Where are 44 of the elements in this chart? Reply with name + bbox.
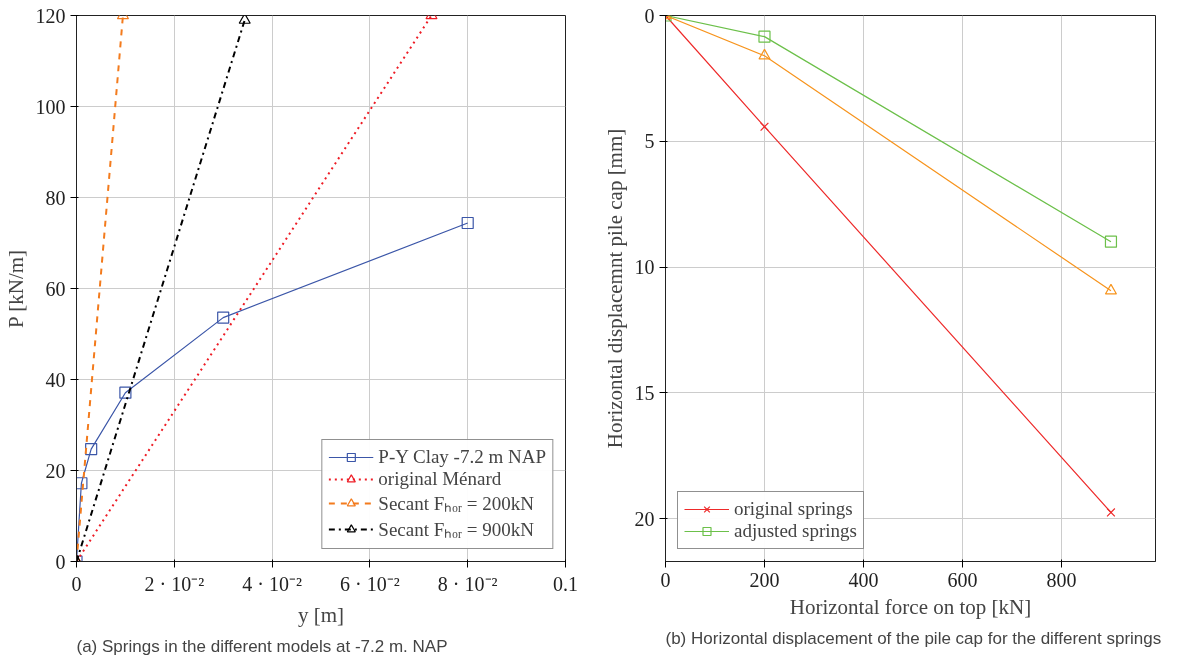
text: (b) Horizontal displacement of the pile cap for the different springs [665, 628, 1162, 648]
point [119, 386, 132, 399]
x-tick-label: 800 [1046, 568, 1077, 591]
x-tick-label: 0 [660, 568, 671, 591]
x-tick-label: 400 [848, 568, 879, 591]
point [1104, 235, 1118, 248]
y-tick-label: 20 [634, 507, 655, 530]
point [758, 30, 771, 43]
legend-label: P-Y Clay -7.2 m NAP [378, 446, 546, 468]
x-tick-label: 4 · 10⁻² [242, 572, 302, 595]
y-axis-title: Horizontal displacemnt pile cap [mm] [602, 128, 627, 449]
point [461, 216, 474, 230]
y-tick-label: 80 [45, 186, 66, 209]
x-tick-label: 2 · 10⁻² [144, 572, 205, 595]
y-tick-label: 40 [45, 368, 66, 391]
point [760, 122, 769, 132]
point [217, 311, 230, 324]
y-tick-label: 5 [644, 130, 655, 153]
y-tick-label: 60 [45, 277, 66, 300]
legend-label: original springs [734, 498, 853, 520]
legend-label: original Ménard [378, 468, 502, 490]
y-tick-label: 100 [35, 95, 66, 118]
legend-label: Secant Fₕₒᵣ = 900kN [378, 518, 535, 542]
point [76, 477, 88, 490]
y-tick-label: 0 [55, 550, 66, 573]
x-tick-label: 0 [71, 572, 82, 595]
point [1106, 507, 1116, 517]
text: (a) Springs in the different models at -7.2 m. NAP [76, 636, 448, 656]
legend-label: adjusted springs [734, 520, 857, 542]
legend-label: Secant Fₕₒᵣ = 200kN [378, 492, 535, 516]
x-tick-label: 600 [947, 568, 978, 591]
x-tick-label: 6 · 10⁻² [340, 572, 400, 595]
y-axis-title: P [kN/m] [3, 249, 28, 328]
point [85, 443, 98, 456]
y-tick-label: 20 [45, 459, 66, 482]
y-tick-label: 10 [634, 256, 655, 279]
x-tick-label: 200 [749, 568, 780, 591]
y-tick-label: 120 [35, 4, 66, 27]
y-tick-label: 0 [644, 4, 655, 27]
x-tick-label: 0.1 [553, 572, 578, 595]
y-tick-label: 15 [634, 381, 655, 404]
x-axis-title: y [m] [297, 602, 345, 627]
x-tick-label: 8 · 10⁻² [437, 572, 498, 595]
x-axis-title: Horizontal force on top [kN] [789, 594, 1032, 619]
